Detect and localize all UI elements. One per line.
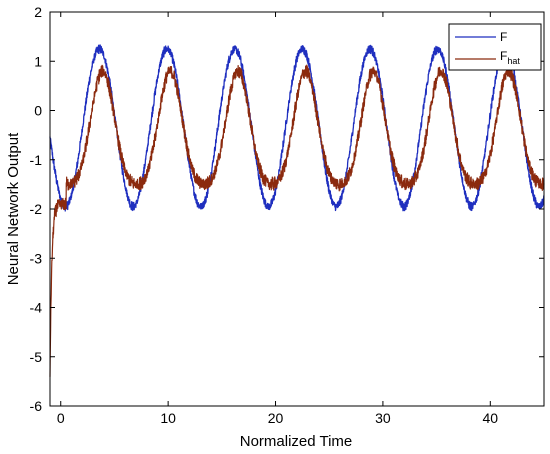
series-line-f: [49, 44, 545, 212]
y-tick-label: -5: [30, 349, 43, 365]
x-tick-label: 10: [160, 410, 176, 426]
y-tick-label: 2: [34, 4, 42, 20]
y-tick-label: -1: [30, 152, 43, 168]
legend-label-fhat-main: F: [500, 49, 507, 63]
y-axis-label: Neural Network Output: [5, 132, 22, 285]
x-tick-label: 40: [483, 410, 499, 426]
series-line-fhat: [49, 64, 545, 377]
legend-label-fhat-sub: hat: [507, 56, 520, 66]
legend: F Fhat: [448, 23, 542, 71]
legend-label-fhat: Fhat: [500, 49, 520, 66]
y-tick-label: -4: [30, 300, 43, 316]
y-tick-label: -2: [30, 201, 43, 217]
y-tick-label: -3: [30, 250, 43, 266]
series-layer: [49, 44, 545, 377]
x-axis-label: Normalized Time: [240, 433, 353, 450]
y-tick-label: 0: [34, 103, 42, 119]
x-tick-label: 0: [57, 410, 65, 426]
x-tick-label: 20: [268, 410, 284, 426]
legend-box: [448, 23, 542, 71]
x-tick-label: 30: [375, 410, 391, 426]
legend-label-f: F: [500, 30, 507, 44]
y-tick-label: -6: [30, 398, 43, 414]
y-tick-label: 1: [34, 53, 42, 69]
